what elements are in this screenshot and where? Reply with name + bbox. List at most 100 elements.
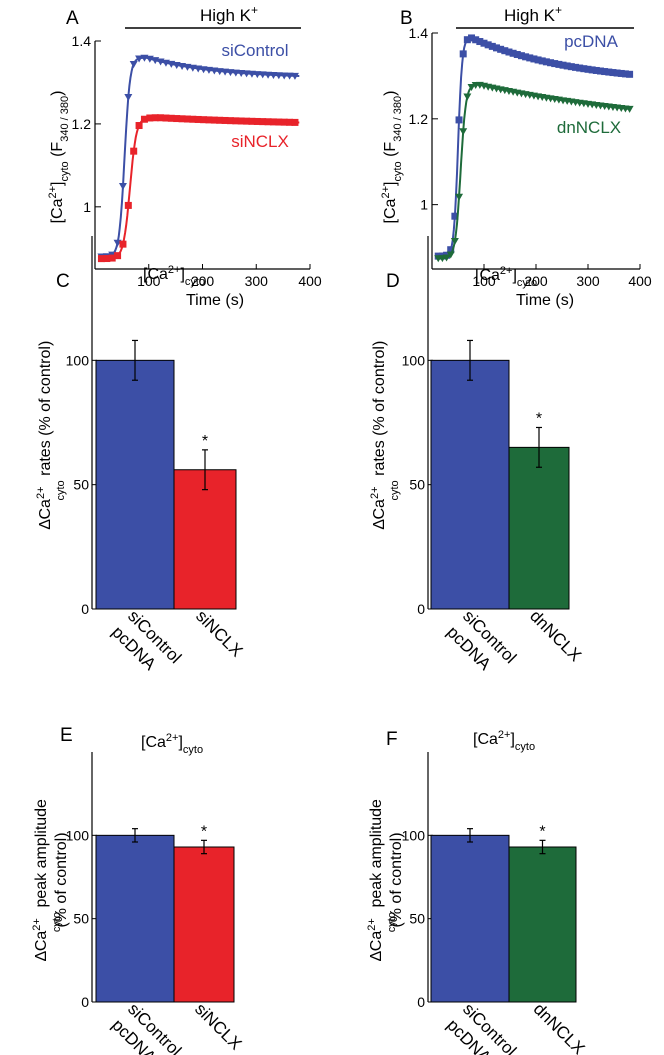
data-point-sicontrol [264,71,273,79]
legend-label-sinclx: siNCLX [231,132,289,151]
data-point-sicontrol [204,66,213,74]
y-title-part: ] [49,182,66,186]
data-point-sinclx [194,115,202,123]
series-line-dnnclx [438,83,630,260]
data-point-pcdna [488,42,496,50]
y-title-sup: 2+ [47,186,59,199]
data-point-sicontrol [242,70,251,78]
title-sub: cyto [183,744,203,756]
y-title-part: ∆Ca [33,931,50,961]
y-title-sub: cyto [59,161,71,181]
data-point-pcdna [522,53,530,61]
y-tick-label: 1.4 [72,33,92,49]
data-point-pcdna [526,54,534,62]
y-tick-label: 50 [73,911,89,927]
data-point-pcdna [588,66,596,74]
y-title-part: ∆Ca [37,499,54,529]
x-axis-title: Time (s) [186,292,244,309]
data-point-pcdna [551,60,559,68]
data-point-sinclx [200,116,208,124]
y-axis-title-f: ∆Ca2+ cyto peak amplitude [366,799,398,961]
data-point-pcdna [501,47,509,55]
title-sub: cyto [515,741,535,753]
data-point-sicontrol [274,72,283,80]
data-point-sinclx [221,116,229,124]
data-point-sicontrol [215,68,224,76]
x-tick-label: 200 [524,273,548,289]
data-point-sinclx [248,117,256,125]
title-sup: 2+ [498,729,511,741]
data-point-sicontrol [210,67,219,75]
bar-f-2 [508,846,577,1003]
data-point-sinclx [264,118,272,126]
data-point-pcdna [592,66,600,74]
data-point-sinclx [162,114,170,122]
data-point-sinclx [103,255,111,263]
data-point-pcdna [605,68,613,76]
data-point-sicontrol [253,71,262,79]
y-title-sup: 2+ [31,918,43,931]
title-part: ] [180,266,184,283]
stimulus-label-main: High K [200,6,252,25]
data-point-sinclx [253,117,261,125]
panel-letter-b: B [400,8,413,29]
data-point-dnnclx [625,105,634,113]
y-tick-label: 1 [83,199,91,215]
y-title-part: (F [382,142,399,157]
panel-letter-e: E [60,725,73,746]
y-title-part: peak amplitude [33,799,50,912]
significance-marker: * [536,410,542,427]
data-point-pcdna [601,68,609,76]
data-point-sinclx [269,118,277,126]
data-point-dnnclx [450,237,459,245]
data-point-pcdna [584,65,592,73]
data-point-pcdna [492,44,500,52]
y-title-part: [Ca [49,198,66,223]
data-point-sinclx [205,116,213,124]
bar-e-2 [173,846,235,1003]
data-point-pcdna [580,65,588,73]
data-point-pcdna [563,62,571,70]
panel-title-d: [Ca2+]cyto [475,265,537,289]
data-point-sinclx [291,118,299,126]
data-point-pcdna [617,69,625,77]
title-sup: 2+ [168,264,181,276]
panel-title-e: [Ca2+]cyto [141,732,203,756]
y-axis-title-e: ∆Ca2+ cyto peak amplitude [31,799,63,961]
bar-d-1 [430,359,510,610]
y-tick-label: 0 [81,994,89,1010]
data-point-sicontrol [124,93,133,101]
y-title-part: rates (% of control) [37,341,54,481]
y-axis-title-d: ∆Ca2+ cyto rates (% of control) [369,341,401,530]
title-part: [Ca [473,731,498,748]
data-point-pcdna [451,212,459,220]
y-tick-label: 100 [402,827,426,843]
stimulus-label-main: High K [504,6,556,25]
data-point-sinclx [189,115,197,123]
data-point-sinclx [140,115,148,123]
significance-marker: * [202,433,208,450]
data-point-sicontrol [280,72,289,80]
data-point-sicontrol [247,70,256,78]
panel-letter-f: F [386,729,398,750]
y-axis-title-f: (% of control) [388,832,405,927]
title-sub: cyto [185,276,205,288]
bar-e-1 [95,834,175,1003]
legend-label-dnnclx: dnNCLX [557,118,621,137]
data-point-sinclx [280,118,288,126]
data-point-pcdna [572,63,580,71]
data-point-sinclx [130,147,138,155]
y-title-sub: 340 / 380 [59,96,71,142]
y-axis-title-b: [Ca2+]cyto (F340 / 380) [380,91,404,224]
data-point-sinclx [151,114,159,122]
data-point-pcdna [534,56,542,64]
y-tick-label: 50 [409,911,425,927]
data-point-pcdna [484,41,492,49]
y-axis-title-c: ∆Ca2+ cyto rates (% of control) [35,341,67,530]
data-point-sinclx [232,117,240,125]
bar-f-1 [430,834,510,1003]
data-point-pcdna [468,34,476,42]
data-point-sinclx [216,116,224,124]
legend-label-pcdna: pcDNA [564,32,619,51]
y-title-sub: 340 / 380 [392,96,404,142]
